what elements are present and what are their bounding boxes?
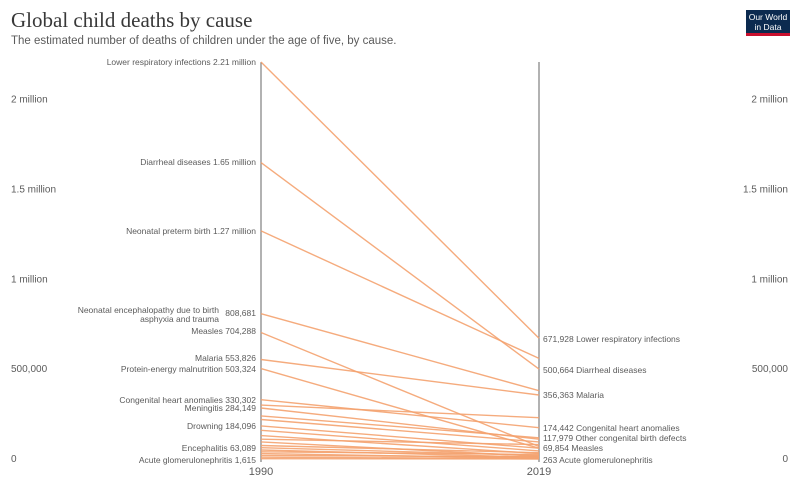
right-label-4: 117,979 Other congenital birth defects [543, 433, 687, 443]
left-label-1: Diarrheal diseases 1.65 million [140, 157, 256, 167]
left-label-3: Neonatal encephalopathy due to birth [78, 305, 220, 315]
series-line-5 [260, 358, 540, 396]
y-tick-label-left-2: 1 million [11, 274, 48, 285]
series-line-9 [260, 425, 540, 449]
owid-logo[interactable]: Our World in Data [746, 10, 790, 36]
left-label-4: Measles 704,288 [191, 326, 256, 336]
x-label-1990: 1990 [249, 466, 273, 478]
right-label-3: 174,442 Congenital heart anomalies [543, 423, 680, 433]
right-label-6: 263 Acute glomerulonephritis [543, 455, 653, 465]
series-line-4 [260, 331, 540, 448]
left-label-11: Acute glomerulonephritis 1,615 [139, 455, 256, 465]
y-tick-label-left-3: 1.5 million [11, 185, 56, 196]
series-line-12 [260, 415, 540, 439]
y-tick-label-left-4: 2 million [11, 95, 48, 106]
series-line-21 [260, 451, 540, 456]
y-tick-label-left-0: 0 [11, 454, 17, 465]
series-line-13 [260, 404, 540, 419]
right-label-5: 69,854 Measles [543, 443, 603, 453]
left-label-8: Meningitis 284,149 [185, 403, 257, 413]
left-label-6: Protein-energy malnutrition 503,324 [121, 364, 256, 374]
logo-line-1: Our World [748, 12, 788, 22]
series-line-2 [260, 230, 540, 360]
left-label-3-value: 808,681 [225, 308, 256, 318]
series-line-16 [260, 434, 540, 455]
series-line-15 [260, 429, 540, 452]
left-label-9: Drowning 184,096 [187, 421, 256, 431]
series-line-0 [260, 61, 540, 339]
series-line-17 [260, 438, 540, 446]
series-line-1 [260, 162, 540, 370]
right-label-2: 356,363 Malaria [543, 390, 604, 400]
chart-title: Global child deaths by cause [11, 8, 253, 32]
right-label-0: 671,928 Lower respiratory infections [543, 334, 680, 344]
left-label-5: Malaria 553,826 [195, 353, 256, 363]
series-line-24 [260, 456, 540, 460]
y-tick-label-right-4: 2 million [751, 95, 788, 106]
series-line-14 [260, 418, 540, 443]
series-line-7 [260, 399, 540, 429]
series-line-3 [260, 313, 540, 392]
y-tick-label-right-0: 0 [782, 454, 788, 465]
left-label-7: Congenital heart anomalies 330,302 [119, 395, 256, 405]
series-line-19 [260, 444, 540, 454]
y-tick-label-right-2: 1 million [751, 274, 788, 285]
series-line-23 [260, 454, 540, 458]
logo-line-2: in Data [754, 22, 782, 32]
series-line-6 [260, 367, 540, 449]
y-tick-label-left-1: 500,000 [11, 364, 48, 375]
y-tick-label-right-3: 1.5 million [743, 185, 788, 196]
left-label-0: Lower respiratory infections 2.21 millio… [107, 57, 257, 67]
left-label-2: Neonatal preterm birth 1.27 million [126, 226, 256, 236]
left-label-3-line2: asphyxia and trauma [140, 314, 219, 324]
chart-subtitle: The estimated number of deaths of childr… [11, 35, 397, 47]
x-label-2019: 2019 [527, 466, 551, 478]
y-tick-label-right-1: 500,000 [752, 364, 789, 375]
left-label-10: Encephalitis 63,089 [182, 443, 256, 453]
right-label-1: 500,664 Diarrheal diseases [543, 365, 646, 375]
